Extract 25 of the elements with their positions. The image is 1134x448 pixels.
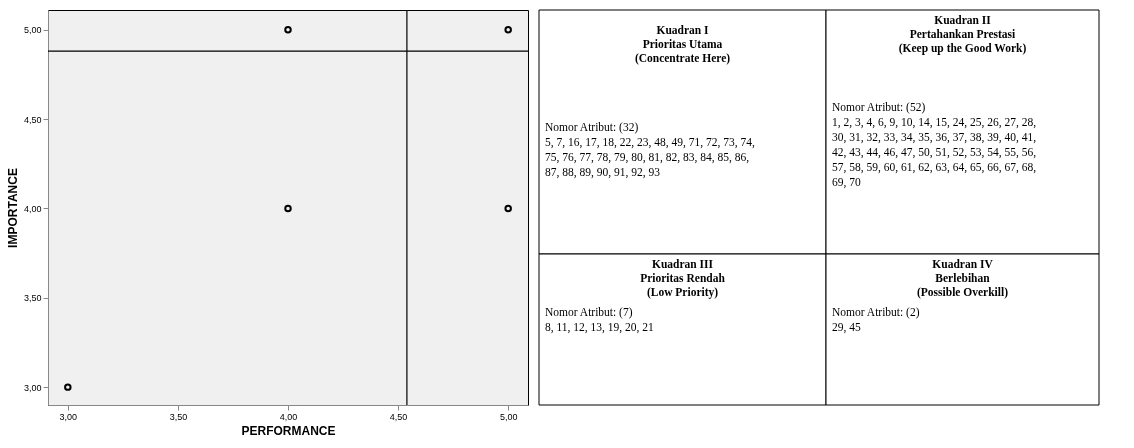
text: Kuadran I Prioritas Utama (Concentrate Here) [634,24,731,65]
text: Nomor Atribut: (2) 29, 45 [832,306,920,334]
text: Nomor Atribut: (52) 1, 2, 3, 4, 6, 9, 10, 14, 15, 24, 25, 26, 27, 28, 30, 31, 32, 33, 34, 35, 36, 37, 38, 39, 40, 41, 42, 43, 44, 46, 47, 50, 51, 52, 53, 54, 55, 56, 57, 58, 59, 60, 61, 62, 63, 64, 65, 66, 67, 68, 69, 70 [832,101,1037,189]
point [504,25,512,34]
y-tick-label: 4,00 [23,203,42,214]
text: Kuadran III Prioritas Rendah (Low Priority) [640,258,726,299]
text: Kuadran IV Berlebihan (Possible Overkill) [916,258,1009,299]
point [504,204,512,213]
y-axis-title: IMPORTANCE [5,168,20,248]
text: Nomor Atribut: (32) 5, 7, 16, 17, 18, 22, 23, 48, 49, 71, 72, 73, 74, 75, 76, 77, 78, 79, 80, 81, 82, 83, 84, 85, 86, 87, 88, 89, 90, 91, 92, 93 [545,121,755,179]
y-tick-label: 4,50 [23,114,42,125]
x-tick-label: 4,50 [389,411,408,422]
y-tick-label: 3,00 [23,382,42,393]
x-tick-label: 3,00 [59,411,78,422]
y-tick-label: 3,50 [23,293,42,304]
y-tick-label: 5,00 [23,25,42,36]
text: Nomor Atribut: (7) 8, 11, 12, 13, 19, 20, 21 [545,306,655,334]
point [284,25,292,34]
point [284,204,292,213]
text: Kuadran II Pertahankan Prestasi (Keep up the Good Work) [898,14,1027,55]
x-tick-label: 3,50 [169,411,188,422]
x-tick-label: 4,00 [279,411,298,422]
x-tick-label: 5,00 [499,411,518,422]
x-axis-title: PERFORMANCE [241,423,336,438]
point [64,383,72,391]
